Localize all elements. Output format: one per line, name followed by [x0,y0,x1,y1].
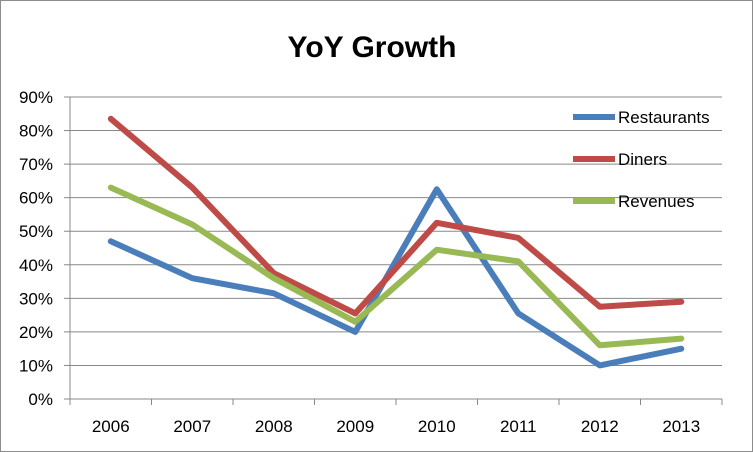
legend-label: Restaurants [618,108,710,127]
chart-title: YoY Growth [288,31,457,64]
y-tick-label: 20% [19,323,53,342]
y-tick-label: 0% [28,390,53,409]
series-lines [107,115,685,369]
y-tick-label: 40% [19,256,53,275]
series-line-revenues [107,184,685,349]
x-tick-label: 2013 [662,417,700,436]
y-tick-label: 70% [19,155,53,174]
gridlines [70,96,722,366]
y-tick-label: 90% [19,88,53,107]
x-tick-label: 2010 [418,417,456,436]
legend-label: Revenues [618,192,695,211]
axes [64,96,723,405]
x-axis-ticks: 2006 2007 2008 2009 2010 2011 2012 2013 [92,417,700,436]
y-axis-ticks: 0% 10% 20% 30% 40% 50% 60% 70% 80% 90% [19,88,53,409]
x-tick-label: 2011 [500,417,537,436]
y-tick-label: 80% [19,122,53,141]
x-tick-label: 2007 [173,417,211,436]
series-line-diners [107,115,685,317]
x-tick-label: 2012 [581,417,619,436]
y-tick-label: 60% [19,189,53,208]
y-tick-label: 10% [19,356,53,375]
series-line-restaurants [107,186,685,369]
x-tick-label: 2009 [336,417,374,436]
y-tick-label: 50% [19,222,53,241]
y-tick-label: 30% [19,289,53,308]
legend-label: Diners [618,150,667,169]
x-tick-label: 2008 [255,417,293,436]
x-tick-label: 2006 [92,417,130,436]
legend: Restaurants Diners Revenues [573,108,710,211]
